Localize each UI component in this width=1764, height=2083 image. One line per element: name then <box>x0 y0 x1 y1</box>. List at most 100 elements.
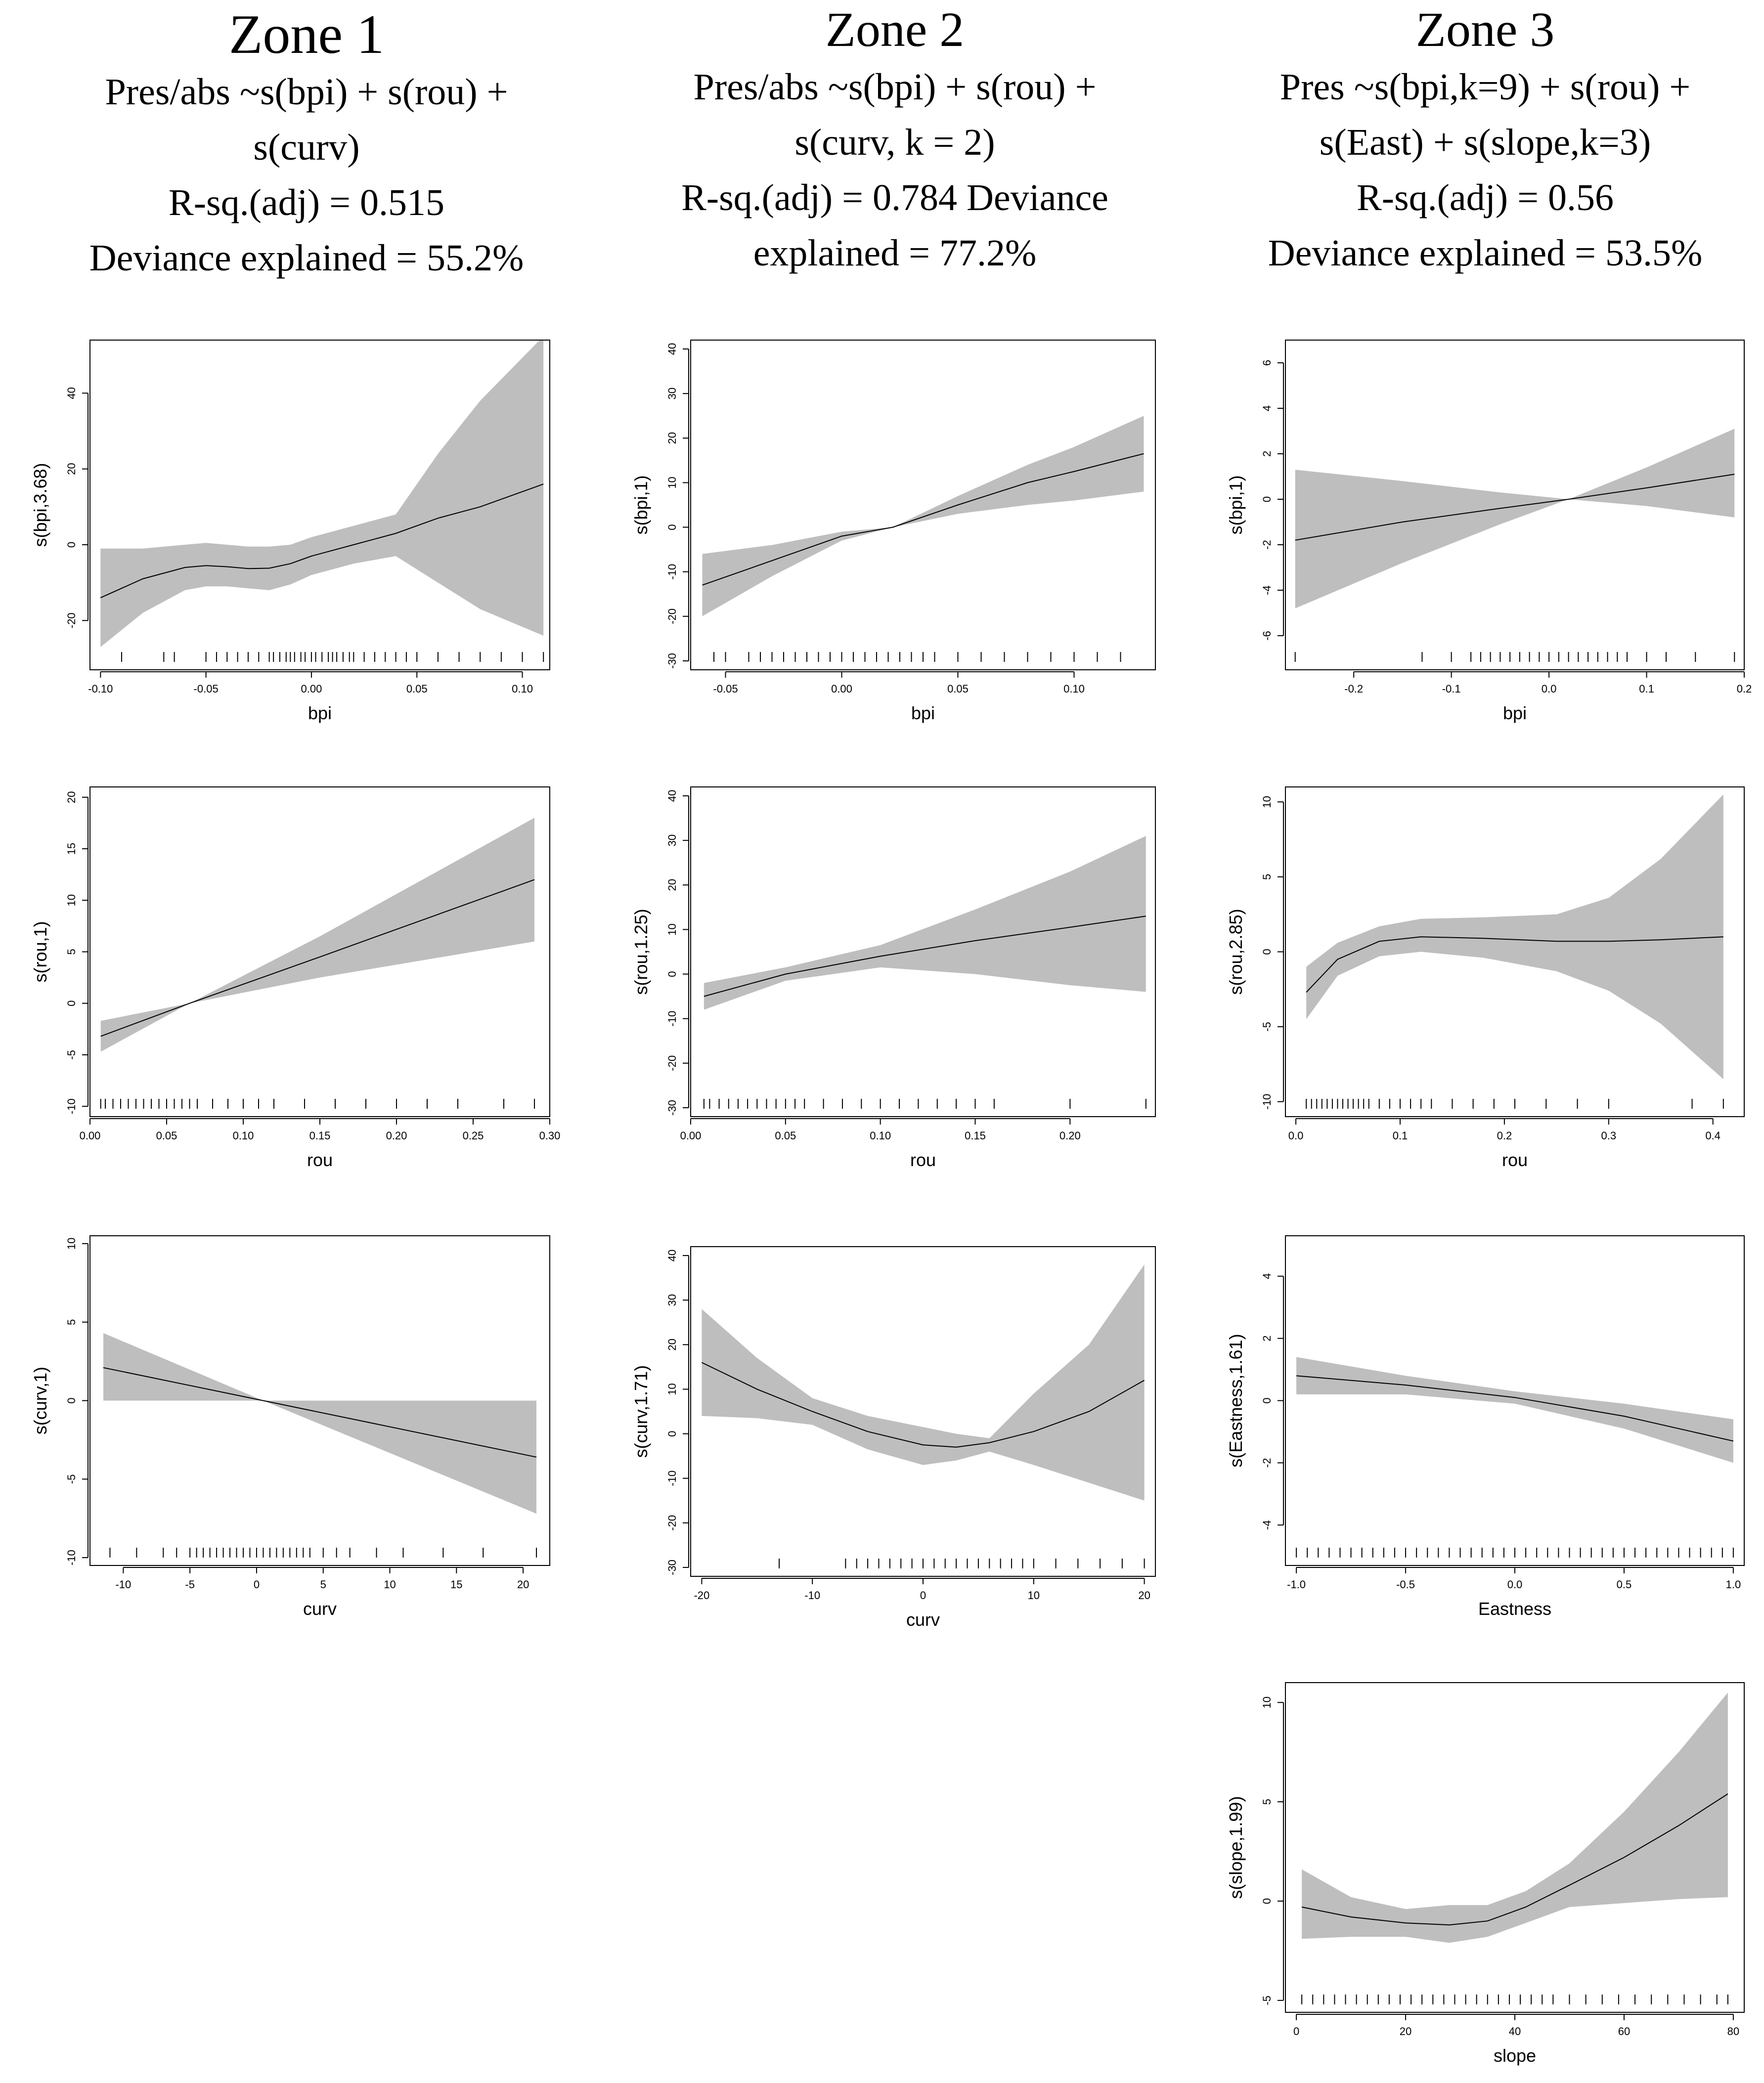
y-tick-label: -4 <box>1261 585 1273 595</box>
y-axis-label: s(bpi,1) <box>631 475 651 534</box>
zone-3-header: Zone 3 Pres ~s(bpi,k=9) + s(rou) + s(Eas… <box>1206 0 1764 281</box>
x-tick-label: 5 <box>320 1578 326 1591</box>
plot-frame <box>1285 1235 1745 1566</box>
x-tick-label: 0.10 <box>1063 683 1085 695</box>
fitted-smooth-line <box>702 453 1144 586</box>
y-tick-label: 0 <box>65 1000 78 1006</box>
y-tick-label: 10 <box>65 894 78 906</box>
confidence-band <box>1302 1692 1728 1943</box>
x-tick-label: -0.1 <box>1442 683 1461 695</box>
confidence-band <box>100 818 534 1052</box>
x-tick-label: 0.1 <box>1393 1129 1408 1142</box>
plot-frame <box>690 786 1156 1117</box>
x-tick-label: 0.15 <box>309 1129 331 1142</box>
x-tick-label: 15 <box>450 1578 462 1591</box>
zone-1-header: Zone 1 Pres/abs ~s(bpi) + s(rou) + s(cur… <box>0 5 613 286</box>
plot-frame <box>1285 1682 1745 2013</box>
fitted-smooth-line <box>103 1367 537 1458</box>
r-squared: R-sq.(adj) = 0.56 <box>1357 177 1614 218</box>
plot-frame <box>690 340 1156 670</box>
x-tick-label: 0.3 <box>1601 1129 1617 1142</box>
y-tick-label: 30 <box>666 834 678 846</box>
x-axis-label: Eastness <box>1478 1599 1551 1619</box>
x-axis-label: slope <box>1494 2045 1536 2066</box>
confidence-band <box>103 1333 536 1514</box>
r-squared-deviance: R-sq.(adj) = 0.784 Deviance <box>681 177 1108 218</box>
y-tick-label: 40 <box>666 343 678 355</box>
panel-z1-bpi: -0.10 -0.05 0.00 0.05 0.10 -20 0 20 40 bpi s(bpi,3… <box>30 340 550 723</box>
y-tick-label: 0 <box>1261 1397 1273 1403</box>
y-tick-label: 30 <box>666 1294 678 1306</box>
x-tick-label: 0.10 <box>870 1129 891 1142</box>
fitted-smooth-line <box>704 915 1146 997</box>
x-tick-label: 0 <box>254 1578 260 1591</box>
y-tick-label: -5 <box>65 1475 78 1484</box>
panel-z3-east: -1.0 -0.5 0.0 0.5 1.0 -4 -2 0 2 4 Eastness s(Eastne… <box>1226 1235 1745 1619</box>
y-tick-label: -30 <box>666 653 678 669</box>
r-squared: R-sq.(adj) = 0.515 <box>169 182 444 223</box>
y-tick-label: -30 <box>666 1100 678 1116</box>
y-axis-label: s(curv,1) <box>30 1367 50 1434</box>
y-tick-label: -10 <box>65 1098 78 1114</box>
y-axis-label: s(Eastness,1.61) <box>1226 1334 1246 1467</box>
y-axis-label: s(bpi,1) <box>1226 475 1246 534</box>
y-axis-label: s(rou,2.85) <box>1226 909 1246 995</box>
x-tick-label: -10 <box>115 1578 131 1591</box>
x-tick-label: 0.05 <box>406 683 428 695</box>
confidence-band <box>704 836 1146 1010</box>
fitted-smooth-line <box>100 483 544 599</box>
model-formula-1: Pres/abs ~s(bpi) + s(rou) + <box>105 71 508 113</box>
x-tick-label: -0.5 <box>1396 1578 1415 1591</box>
y-tick-label: 0 <box>1261 949 1273 955</box>
y-tick-label: -20 <box>666 1515 678 1531</box>
x-axis-label: bpi <box>911 703 935 723</box>
deviance-explained: explained = 77.2% <box>753 232 1037 274</box>
x-tick-label: 40 <box>1509 2025 1521 2038</box>
x-tick-label: 0.05 <box>775 1129 796 1142</box>
y-tick-label: 40 <box>666 1250 678 1261</box>
x-tick-label: -5 <box>185 1578 195 1591</box>
y-tick-label: 0 <box>65 1397 78 1403</box>
x-tick-label: 0 <box>1293 2025 1299 2038</box>
x-tick-label: -0.05 <box>713 683 738 695</box>
y-tick-label: 40 <box>666 790 678 802</box>
x-tick-label: 10 <box>384 1578 396 1591</box>
y-tick-label: 10 <box>65 1238 78 1250</box>
x-tick-label: 0.05 <box>947 683 969 695</box>
x-tick-label: 0.1 <box>1639 683 1654 695</box>
y-tick-label: 4 <box>1261 405 1273 411</box>
y-tick-label: 2 <box>1261 1336 1273 1342</box>
x-tick-label: -1.0 <box>1287 1578 1306 1591</box>
model-formula-2: s(curv) <box>253 127 360 168</box>
deviance-explained: Deviance explained = 55.2% <box>89 237 524 279</box>
x-tick-label: -20 <box>694 1589 709 1602</box>
fitted-smooth-line <box>1301 1793 1728 1926</box>
zone-title: Zone 2 <box>825 2 965 57</box>
x-axis-label: rou <box>307 1150 333 1170</box>
x-tick-label: -0.2 <box>1344 683 1363 695</box>
y-tick-label: 20 <box>65 463 78 475</box>
zone-title: Zone 3 <box>1415 2 1555 57</box>
plot-frame <box>690 1246 1156 1577</box>
confidence-band <box>1306 794 1723 1080</box>
y-tick-label: 0 <box>1261 1898 1273 1904</box>
y-tick-label: -10 <box>666 1011 678 1027</box>
x-tick-label: 20 <box>1400 2025 1411 2038</box>
model-formula-1: Pres ~s(bpi,k=9) + s(rou) + <box>1279 66 1691 108</box>
x-tick-label: 0.15 <box>965 1129 986 1142</box>
y-tick-label: 0 <box>1261 496 1273 502</box>
y-tick-label: -5 <box>1261 1022 1273 1032</box>
plot-frame <box>1285 340 1745 670</box>
y-tick-label: 0 <box>666 971 678 977</box>
y-axis-label: s(slope,1.99) <box>1226 1796 1246 1899</box>
y-axis-label: s(bpi,3.68) <box>30 463 50 547</box>
panel-z2-bpi: -0.05 0.00 0.05 0.10 -30 -20 -10 0 10 20 30 40 bpi s(… <box>631 340 1156 723</box>
x-tick-label: 0.2 <box>1497 1129 1512 1142</box>
y-tick-label: 10 <box>1261 1696 1273 1708</box>
y-tick-label: 10 <box>1261 796 1273 808</box>
y-tick-label: 40 <box>65 387 78 399</box>
x-axis-label: bpi <box>1503 703 1527 723</box>
x-axis-label: rou <box>1502 1150 1528 1170</box>
confidence-band <box>702 1264 1145 1501</box>
